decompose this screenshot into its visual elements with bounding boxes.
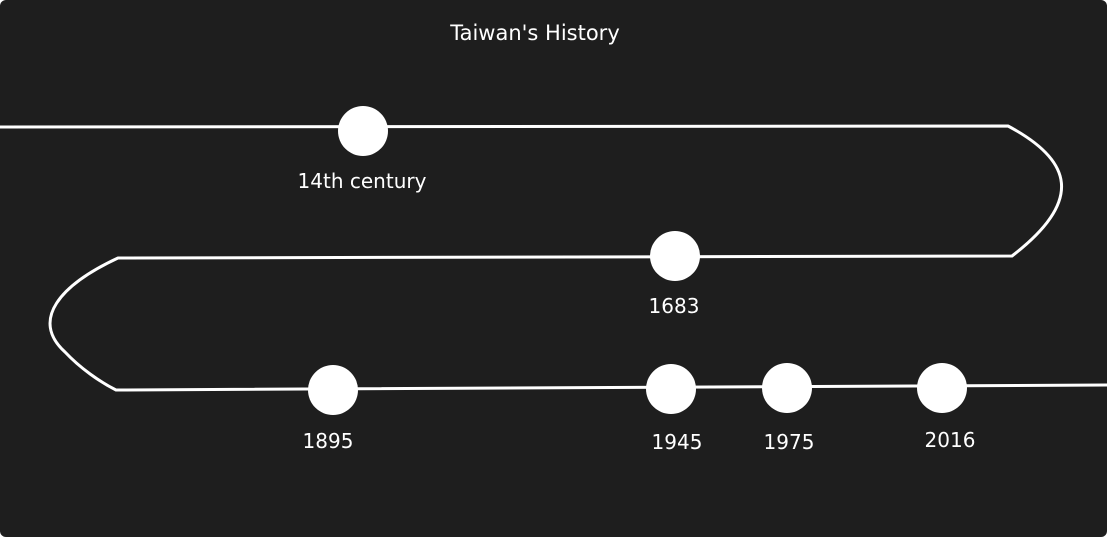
event-label: 1895 — [303, 429, 354, 453]
event-label: 14th century — [298, 169, 427, 193]
event-marker — [650, 231, 700, 281]
event-1895: 1895 — [303, 365, 358, 453]
event-marker — [338, 106, 388, 156]
diagram-title: Taiwan's History — [449, 21, 620, 45]
event-marker — [917, 363, 967, 413]
event-1683: 1683 — [649, 231, 700, 318]
event-marker — [308, 365, 358, 415]
event-marker — [762, 363, 812, 413]
event-14th-century: 14th century — [298, 106, 427, 193]
event-1945: 1945 — [646, 364, 702, 454]
event-label: 1975 — [764, 430, 815, 454]
timeline-path — [0, 124, 1107, 392]
event-2016: 2016 — [917, 363, 975, 452]
event-marker — [646, 364, 696, 414]
event-label: 2016 — [925, 428, 976, 452]
event-label: 1683 — [649, 294, 700, 318]
event-1975: 1975 — [762, 363, 814, 454]
event-label: 1945 — [652, 430, 703, 454]
